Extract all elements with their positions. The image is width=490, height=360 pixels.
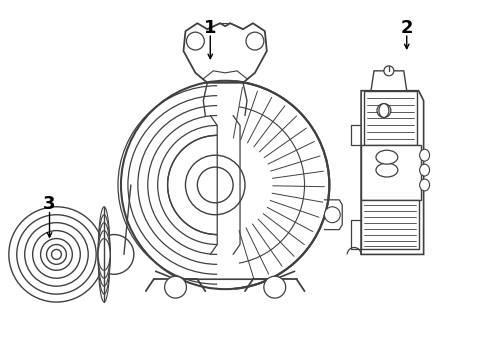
- Circle shape: [51, 249, 61, 260]
- Text: 2: 2: [400, 19, 413, 37]
- Circle shape: [41, 239, 73, 270]
- Circle shape: [17, 215, 96, 294]
- Circle shape: [264, 276, 286, 298]
- Ellipse shape: [98, 239, 110, 270]
- Ellipse shape: [419, 179, 430, 191]
- Polygon shape: [371, 71, 407, 91]
- Circle shape: [33, 231, 80, 278]
- Circle shape: [185, 155, 245, 215]
- Text: 1: 1: [204, 19, 217, 37]
- Circle shape: [324, 207, 340, 223]
- Ellipse shape: [419, 164, 430, 176]
- Circle shape: [377, 104, 391, 117]
- Ellipse shape: [376, 150, 398, 164]
- Circle shape: [384, 66, 394, 76]
- Polygon shape: [361, 145, 420, 200]
- Text: 3: 3: [43, 195, 56, 213]
- Circle shape: [47, 244, 66, 264]
- Circle shape: [165, 276, 187, 298]
- Circle shape: [246, 32, 264, 50]
- Ellipse shape: [98, 215, 110, 294]
- Circle shape: [9, 207, 104, 302]
- Ellipse shape: [98, 207, 110, 302]
- Circle shape: [197, 167, 233, 203]
- Ellipse shape: [419, 149, 430, 161]
- Ellipse shape: [379, 104, 389, 117]
- Polygon shape: [364, 91, 416, 145]
- Ellipse shape: [98, 231, 110, 278]
- Circle shape: [24, 223, 88, 286]
- Polygon shape: [361, 200, 418, 249]
- Circle shape: [187, 32, 204, 50]
- Polygon shape: [361, 91, 424, 255]
- Circle shape: [121, 81, 329, 289]
- Ellipse shape: [98, 223, 110, 286]
- Circle shape: [94, 235, 134, 274]
- Ellipse shape: [376, 163, 398, 177]
